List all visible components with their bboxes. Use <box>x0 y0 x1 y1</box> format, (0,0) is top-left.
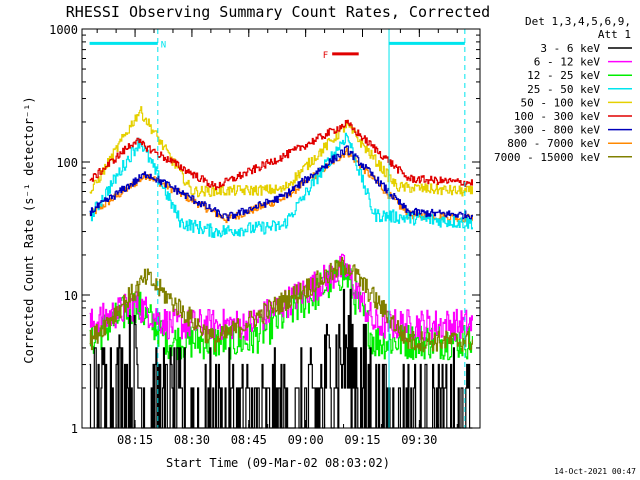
y-tick-label-10: 10 <box>64 289 78 303</box>
legend-entry-label-7: 300 - 800 keV <box>514 124 600 137</box>
x-tick-label-3: 09:00 <box>288 433 324 447</box>
series-line-6 <box>89 119 473 190</box>
flag-label-F: F <box>323 51 328 61</box>
legend-entry-label-5: 50 - 100 keV <box>521 96 601 109</box>
x-tick-label-2: 08:45 <box>231 433 267 447</box>
legend-entry-label-6: 100 - 300 keV <box>514 110 600 123</box>
y-tick-label-100: 100 <box>56 156 78 170</box>
generated-timestamp: 14-Oct-2021 00:47 <box>554 467 636 476</box>
legend-header-line-1: Det 1,3,4,5,6,9, <box>525 15 631 28</box>
legend-entry-label-2: 6 - 12 keV <box>534 56 601 69</box>
series-line-7 <box>89 145 473 222</box>
x-tick-label-1: 08:30 <box>174 433 210 447</box>
x-axis-label: Start Time (09-Mar-02 08:03:02) <box>166 456 390 470</box>
x-tick-label-0: 08:15 <box>117 433 153 447</box>
legend-entry-label-8: 800 - 7000 keV <box>507 137 600 150</box>
y-tick-label-1: 1 <box>71 422 78 436</box>
flag-label-N: N <box>161 40 166 50</box>
series-line-5 <box>89 106 473 198</box>
y-tick-label-1000: 1000 <box>49 23 78 37</box>
y-axis-label: Corrected Count Rate (s⁻¹ detector⁻¹) <box>22 96 36 363</box>
legend-entry-label-1: 3 - 6 keV <box>540 42 600 55</box>
chart-title: RHESSI Observing Summary Count Rates, Co… <box>66 3 490 21</box>
axes-layer: 1 10 100 1000 08:15 08:30 08:45 09:00 09:15 09:30 <box>49 23 481 447</box>
series-line-8 <box>89 147 473 224</box>
legend-entry-label-9: 7000 - 15000 keV <box>494 151 600 164</box>
legend-entry-label-4: 25 - 50 keV <box>527 83 600 96</box>
series-line-4 <box>89 132 473 238</box>
plot-frame <box>81 28 481 429</box>
overlay-layer: NF <box>89 29 466 428</box>
x-tick-label-4: 09:15 <box>344 433 380 447</box>
legend-header-line-2: Att 1 <box>598 28 631 41</box>
series-line-9 <box>89 257 473 353</box>
legend-entry-label-3: 12 - 25 keV <box>527 69 600 82</box>
x-tick-label-5: 09:30 <box>401 433 437 447</box>
